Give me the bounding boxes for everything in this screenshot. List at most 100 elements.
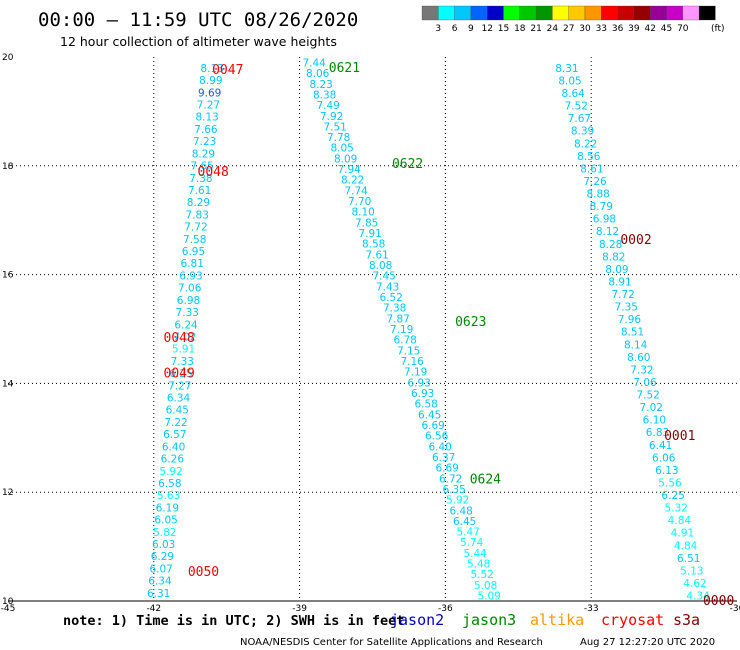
wave-height-label: 7.38 <box>383 303 406 315</box>
colorbar-swatch <box>519 5 537 21</box>
wave-height-label: 8.12 <box>596 226 619 238</box>
wave-height-label: 7.06 <box>178 283 202 295</box>
pass-time-label: 0621 <box>329 61 360 76</box>
wave-height-label: 5.13 <box>680 565 703 577</box>
wave-height-label: 6.83 <box>646 427 669 439</box>
wave-height-label: 6.03 <box>152 539 175 551</box>
wave-height-label: 6.57 <box>163 429 186 441</box>
wave-height-label: 8.28 <box>599 239 622 251</box>
wave-height-label: 7.19 <box>390 324 413 336</box>
wave-height-label: 6.34 <box>167 393 191 405</box>
wave-height-label: 6.98 <box>177 295 200 307</box>
colorbar-swatch <box>633 5 651 21</box>
wave-height-label: 5.48 <box>467 559 490 571</box>
pass-time-label: 0048 <box>164 331 195 346</box>
colorbar-tick-label: 24 <box>547 24 559 34</box>
wave-height-label: 7.61 <box>188 185 211 197</box>
wave-height-label: 6.93 <box>407 377 430 389</box>
wave-height-label: 6.41 <box>649 440 672 452</box>
wave-height-label: 9.69 <box>198 87 221 99</box>
wave-height-label: 5.92 <box>446 495 469 507</box>
wave-height-label: 7.72 <box>184 222 207 234</box>
wave-height-label: 7.45 <box>372 271 395 283</box>
wave-height-label: 6.34 <box>148 576 172 588</box>
colorbar-tick-label: 39 <box>628 24 640 34</box>
wave-height-label: 6.37 <box>432 452 455 464</box>
wave-height-label: 7.33 <box>171 356 194 368</box>
wave-height-label: 4.84 <box>668 515 692 527</box>
wave-height-label: 7.85 <box>355 217 378 229</box>
wave-height-label: 8.38 <box>313 89 336 101</box>
wave-height-label: 7.96 <box>618 314 642 326</box>
colorbar-swatch <box>698 5 716 21</box>
y-tick-label: 12 <box>2 488 13 498</box>
wave-height-label: 5.08 <box>474 580 497 592</box>
wave-height-label: 6.95 <box>182 246 205 258</box>
wave-height-label: 6.48 <box>449 505 472 517</box>
wave-height-label: 8.22 <box>341 175 364 187</box>
wave-height-label: 8.09 <box>334 153 357 165</box>
wave-height-label: 7.94 <box>337 164 361 176</box>
wave-height-label: 7.51 <box>323 121 346 133</box>
wave-height-label: 6.81 <box>181 258 204 270</box>
chart-subtitle: 12 hour collection of altimeter wave hei… <box>60 34 337 49</box>
wave-height-label: 5.44 <box>463 548 487 560</box>
wave-height-label: 5.91 <box>172 344 195 356</box>
wave-height-label: 6.58 <box>414 399 437 411</box>
wave-height-label: 6.93 <box>179 270 202 282</box>
y-tick-label: 14 <box>2 379 14 389</box>
wave-height-label: 7.43 <box>376 281 399 293</box>
colorbar-tick-label: 9 <box>468 24 474 34</box>
wave-height-label: 6.45 <box>166 405 189 417</box>
wave-height-label: 8.10 <box>351 207 374 219</box>
wave-height-label: 6.51 <box>677 553 700 565</box>
wave-height-label: 7.38 <box>189 173 212 185</box>
colorbar-tick-label: 6 <box>452 24 458 34</box>
wave-height-label: 8.64 <box>561 88 585 100</box>
footer-timestamp: Aug 27 12:27:20 UTC 2020 <box>580 637 715 648</box>
wave-height-label: 7.27 <box>197 100 220 112</box>
wave-height-label: 8.13 <box>200 63 223 75</box>
wave-height-label: 7.15 <box>397 345 420 357</box>
wave-height-label: 6.25 <box>661 490 684 502</box>
wave-height-label: 7.72 <box>611 289 634 301</box>
wave-height-label: 8.99 <box>199 75 222 87</box>
colorbar-tick-label: 36 <box>612 24 624 34</box>
wave-height-label: 6.25 <box>169 368 192 380</box>
wave-height-label: 8.14 <box>624 339 648 351</box>
colorbar-swatch <box>487 5 504 21</box>
y-tick-label: 20 <box>2 53 14 63</box>
wave-height-label: 7.02 <box>173 331 196 343</box>
footer-credit: NOAA/NESDIS Center for Satellite Applica… <box>240 637 543 648</box>
chart-title: 00:00 – 11:59 UTC 08/26/2020 <box>38 9 358 31</box>
wave-height-label: 8.09 <box>605 264 628 276</box>
wave-height-label: 6.45 <box>418 409 441 421</box>
wave-height-label: 6.10 <box>643 415 666 427</box>
pass-time-label: 0047 <box>212 63 243 78</box>
legend-jason2: jason2 <box>390 611 444 629</box>
x-tick-label: -39 <box>292 604 307 614</box>
wave-height-label: 6.40 <box>428 441 451 453</box>
wave-height-label: 8.05 <box>558 75 581 87</box>
x-tick-label: -33 <box>584 604 599 614</box>
colorbar-tick-label: 45 <box>661 24 672 34</box>
wave-height-label: 6.72 <box>439 473 462 485</box>
wave-height-label: 6.58 <box>158 478 181 490</box>
wave-height-label: 6.45 <box>453 516 476 528</box>
wave-height-label: 6.69 <box>421 420 444 432</box>
colorbar-tick-label: 70 <box>677 24 689 34</box>
wave-height-label: 6.93 <box>411 388 434 400</box>
wave-height-label: 5.74 <box>460 537 484 549</box>
wave-height-label: 7.33 <box>176 307 199 319</box>
legend-s3a: s3a <box>673 611 700 629</box>
wave-height-label: 6.24 <box>174 319 198 331</box>
colorbar-swatch <box>421 5 439 21</box>
wave-height-label: 6.56 <box>425 431 449 443</box>
wave-height-label: 8.31 <box>555 63 578 75</box>
wave-height-label: 7.35 <box>615 302 638 314</box>
x-tick-label: -42 <box>146 604 161 614</box>
wave-height-label: 7.02 <box>640 402 663 414</box>
wave-height-label: 8.06 <box>306 68 330 80</box>
wave-height-label: 7.70 <box>348 196 371 208</box>
